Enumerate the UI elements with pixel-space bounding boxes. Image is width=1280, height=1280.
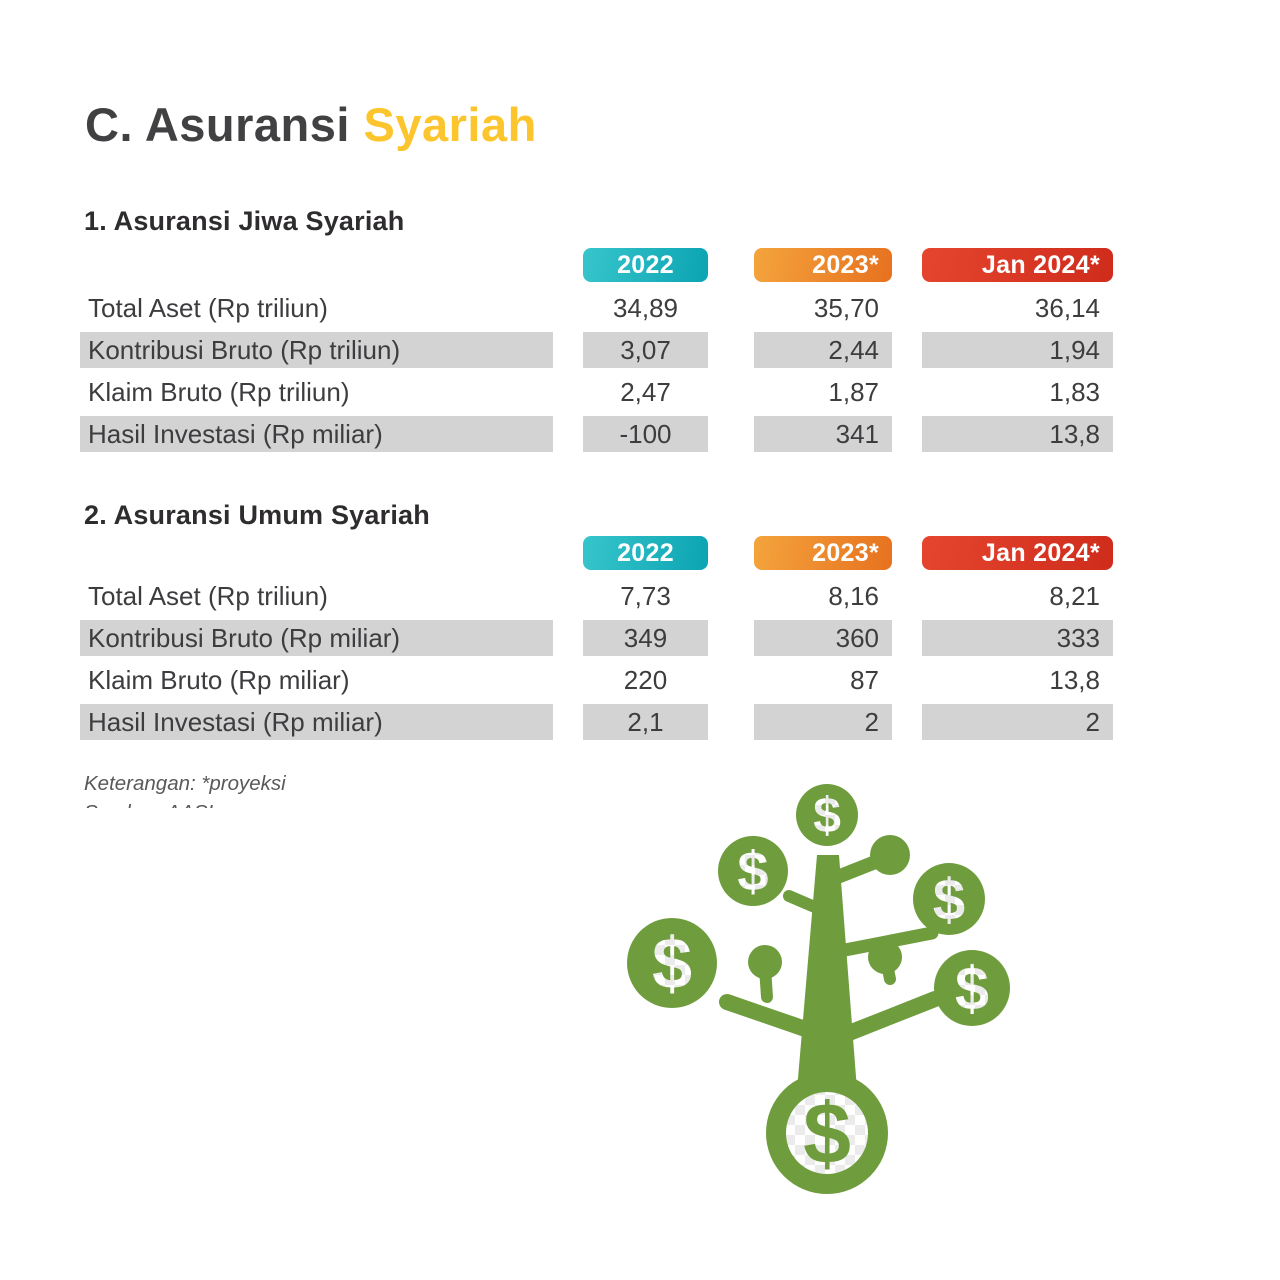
cell-value: 341 xyxy=(754,416,892,452)
row-label: Klaim Bruto (Rp miliar) xyxy=(88,665,350,695)
column-header-2022: 2022 xyxy=(583,248,708,282)
dollar-coin: $ xyxy=(913,863,985,935)
cell-value: 34,89 xyxy=(612,293,679,323)
dollar-icon: $ xyxy=(813,788,841,844)
dollar-icon: $ xyxy=(955,954,989,1022)
table-row: Hasil Investasi (Rp miliar) -100 341 13,… xyxy=(80,416,1113,452)
money-tree-illustration: $ $ $ $ $ $ xyxy=(605,775,1045,1225)
cell-value: 1,94 xyxy=(922,332,1113,368)
row-label: Total Aset (Rp triliun) xyxy=(88,293,328,323)
cell-value: 8,21 xyxy=(1049,581,1100,611)
cell-value: 360 xyxy=(754,620,892,656)
row-label: Hasil Investasi (Rp miliar) xyxy=(80,416,553,452)
cell-value: 2,44 xyxy=(754,332,892,368)
dollar-icon: $ xyxy=(803,1086,851,1182)
cell-value: 333 xyxy=(922,620,1113,656)
page-title: C. Asuransi Syariah xyxy=(85,97,537,152)
branch-bud xyxy=(868,940,902,974)
table-row: Kontribusi Bruto (Rp miliar) 349 360 333 xyxy=(80,620,1113,656)
table-row: Total Aset (Rp triliun) 7,73 8,16 8,21 xyxy=(80,578,1113,614)
header-spacer xyxy=(80,536,553,570)
column-header-jan-2024: Jan 2024* xyxy=(922,248,1113,282)
cell-value: 349 xyxy=(583,620,708,656)
column-header-2022: 2022 xyxy=(583,536,708,570)
dollar-coin: $ xyxy=(718,836,788,906)
tree-trunk xyxy=(797,855,857,1090)
table-row: Klaim Bruto (Rp triliun) 2,47 1,87 1,83 xyxy=(80,374,1113,410)
dollar-icon: $ xyxy=(933,867,965,932)
table-header-row: 2022 2023* Jan 2024* xyxy=(80,248,1113,282)
cell-value: 2 xyxy=(754,704,892,740)
page-title-dark: C. Asuransi xyxy=(85,98,350,151)
dollar-coin: $ xyxy=(627,918,717,1008)
column-header-2023: 2023* xyxy=(754,536,892,570)
cell-value: 1,83 xyxy=(1049,377,1100,407)
header-spacer xyxy=(80,248,553,282)
table-jiwa-syariah: 2022 2023* Jan 2024* Total Aset (Rp tril… xyxy=(80,248,1113,458)
cell-value: 220 xyxy=(623,665,668,695)
column-header-2023: 2023* xyxy=(754,248,892,282)
cell-value: 2,1 xyxy=(583,704,708,740)
dollar-coin: $ xyxy=(934,950,1010,1026)
cell-value: 2,47 xyxy=(620,377,671,407)
dollar-coin: $ xyxy=(796,784,858,846)
dollar-coin-base: $ xyxy=(766,1072,888,1194)
row-label: Klaim Bruto (Rp triliun) xyxy=(88,377,350,407)
dollar-icon: $ xyxy=(737,840,768,903)
branch-bud xyxy=(870,835,910,875)
cell-value: 13,8 xyxy=(1049,665,1100,695)
cell-value: 7,73 xyxy=(620,581,671,611)
table-row: Klaim Bruto (Rp miliar) 220 87 13,8 xyxy=(80,662,1113,698)
cell-value: 35,70 xyxy=(813,293,879,323)
table-row: Kontribusi Bruto (Rp triliun) 3,07 2,44 … xyxy=(80,332,1113,368)
branch-bud xyxy=(748,945,782,979)
table-row: Hasil Investasi (Rp miliar) 2,1 2 2 xyxy=(80,704,1113,740)
cell-value: 1,87 xyxy=(828,377,879,407)
section-heading-jiwa: 1. Asuransi Jiwa Syariah xyxy=(84,206,405,236)
footnote-keterangan: Keterangan: *proyeksi xyxy=(84,772,286,795)
section-heading-umum: 2. Asuransi Umum Syariah xyxy=(84,500,430,530)
row-label: Total Aset (Rp triliun) xyxy=(88,581,328,611)
cell-value: 3,07 xyxy=(583,332,708,368)
table-umum-syariah: 2022 2023* Jan 2024* Total Aset (Rp tril… xyxy=(80,536,1113,746)
money-tree-svg: $ $ $ $ $ $ xyxy=(627,784,1010,1194)
cell-value: 2 xyxy=(922,704,1113,740)
dollar-icon: $ xyxy=(652,924,692,1004)
row-label: Kontribusi Bruto (Rp triliun) xyxy=(80,332,553,368)
column-header-jan-2024: Jan 2024* xyxy=(922,536,1113,570)
table-row: Total Aset (Rp triliun) 34,89 35,70 36,1… xyxy=(80,290,1113,326)
cell-value: -100 xyxy=(583,416,708,452)
source-line-clipped: Sumber: AASI xyxy=(84,801,213,808)
page-title-accent: Syariah xyxy=(363,98,537,151)
cell-value: 87 xyxy=(850,665,879,695)
row-label: Kontribusi Bruto (Rp miliar) xyxy=(80,620,553,656)
row-label: Hasil Investasi (Rp miliar) xyxy=(80,704,553,740)
cell-value: 8,16 xyxy=(828,581,879,611)
cell-value: 36,14 xyxy=(1034,293,1100,323)
table-header-row: 2022 2023* Jan 2024* xyxy=(80,536,1113,570)
cell-value: 13,8 xyxy=(922,416,1113,452)
